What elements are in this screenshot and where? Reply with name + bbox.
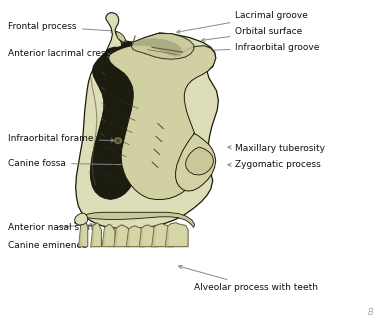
Polygon shape bbox=[74, 213, 88, 225]
Polygon shape bbox=[90, 39, 182, 199]
Polygon shape bbox=[116, 31, 126, 43]
Polygon shape bbox=[114, 226, 119, 247]
Text: Lacrimal groove: Lacrimal groove bbox=[177, 11, 308, 33]
Polygon shape bbox=[74, 212, 195, 227]
Polygon shape bbox=[185, 147, 214, 175]
Polygon shape bbox=[79, 220, 84, 247]
Text: Anterior lacrimal crest: Anterior lacrimal crest bbox=[8, 49, 112, 58]
Polygon shape bbox=[139, 225, 157, 247]
Polygon shape bbox=[165, 224, 171, 247]
Text: Canine fossa: Canine fossa bbox=[8, 159, 125, 168]
Text: Zygomatic process: Zygomatic process bbox=[228, 160, 321, 169]
Polygon shape bbox=[102, 224, 115, 247]
Circle shape bbox=[114, 137, 122, 144]
Polygon shape bbox=[152, 225, 157, 247]
Circle shape bbox=[116, 139, 120, 142]
Polygon shape bbox=[114, 225, 130, 247]
Polygon shape bbox=[139, 226, 144, 247]
Polygon shape bbox=[152, 224, 174, 247]
Polygon shape bbox=[131, 34, 194, 59]
Polygon shape bbox=[79, 218, 88, 247]
Polygon shape bbox=[102, 225, 108, 247]
Polygon shape bbox=[109, 45, 216, 199]
Text: Orbital surface: Orbital surface bbox=[201, 27, 303, 42]
Polygon shape bbox=[76, 33, 218, 229]
Text: Infraorbital groove: Infraorbital groove bbox=[209, 43, 320, 52]
Polygon shape bbox=[165, 223, 188, 247]
Text: Infraorbital forame: Infraorbital forame bbox=[8, 134, 114, 143]
Polygon shape bbox=[127, 226, 144, 247]
Text: Frontal process: Frontal process bbox=[8, 22, 114, 32]
Polygon shape bbox=[106, 13, 122, 52]
Text: Anterior nasal spine: Anterior nasal spine bbox=[8, 223, 99, 232]
Polygon shape bbox=[176, 133, 216, 191]
Text: Maxillary tuberosity: Maxillary tuberosity bbox=[228, 144, 325, 153]
Text: B: B bbox=[368, 308, 374, 318]
Polygon shape bbox=[91, 224, 96, 247]
Polygon shape bbox=[91, 223, 101, 247]
Polygon shape bbox=[127, 227, 132, 247]
Text: Alveolar process with teeth: Alveolar process with teeth bbox=[179, 266, 318, 292]
Text: Canine eminence: Canine eminence bbox=[8, 241, 94, 250]
